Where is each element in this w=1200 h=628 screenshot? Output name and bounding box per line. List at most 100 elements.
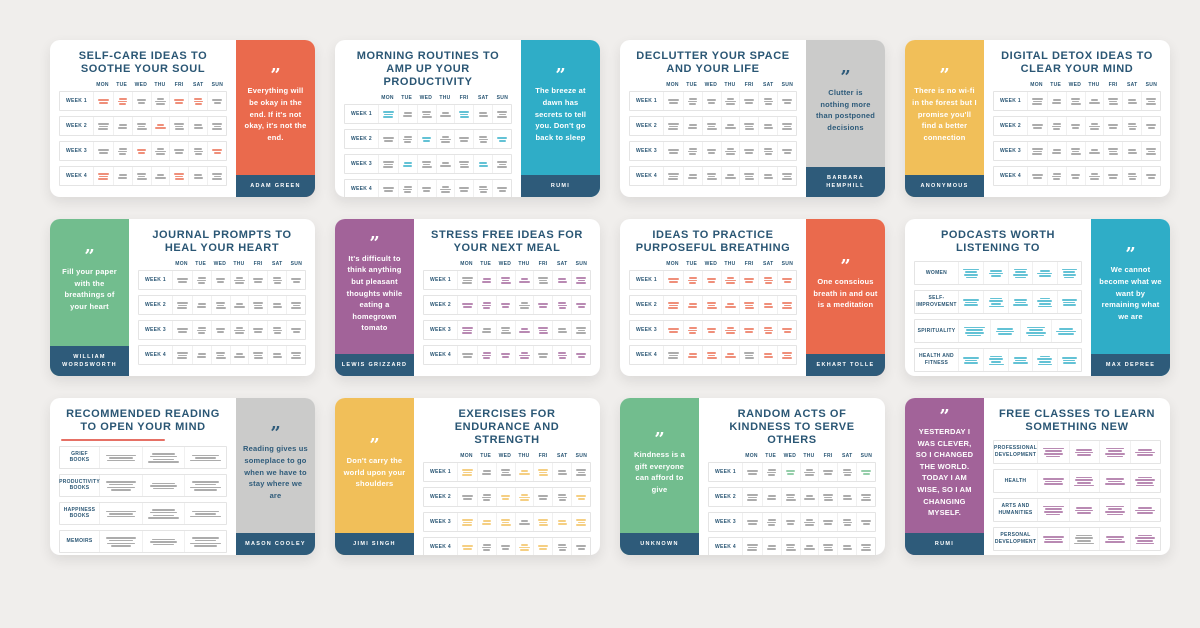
table-cell xyxy=(100,475,142,496)
text-line xyxy=(157,98,164,100)
template-card-11[interactable]: ” Kindness is a gift everyone can afford … xyxy=(620,398,885,555)
text-line xyxy=(460,190,469,192)
text-line xyxy=(539,548,548,550)
table-cell xyxy=(983,261,1007,284)
quote-sidebar: ” Don't carry the world upon your shoulde… xyxy=(335,398,414,555)
row-label: WEEK 1 xyxy=(709,462,743,481)
text-line xyxy=(748,523,757,525)
text-line xyxy=(688,98,697,100)
text-line xyxy=(482,473,492,475)
text-line xyxy=(501,519,511,521)
calendar-area: RECOMMENDED READING TO OPEN YOUR MIND GRI… xyxy=(50,398,236,555)
table-cell xyxy=(476,537,496,555)
table-cell xyxy=(112,116,132,135)
text-line xyxy=(538,519,549,521)
text-line xyxy=(667,123,679,125)
text-line xyxy=(502,498,510,500)
template-card-3[interactable]: DECLUTTER YOUR SPACE AND YOUR LIFE MON TUE… xyxy=(620,40,885,197)
calendar-table: MON TUE WED THU FRI SAT SUN WEEK 1 WEEK 2 WEEK 3 W… xyxy=(423,261,591,365)
table-cell xyxy=(758,345,777,364)
text-line xyxy=(1091,123,1098,125)
text-line xyxy=(1031,174,1043,176)
template-card-1[interactable]: SELF-CARE IDEAS TO SOOTHE YOUR SOUL MON TU… xyxy=(50,40,315,197)
text-line xyxy=(382,187,394,189)
template-card-2[interactable]: MORNING ROUTINES TO AMP UP YOUR PRODUCTI… xyxy=(335,40,600,197)
text-line xyxy=(539,306,548,308)
text-line xyxy=(482,304,492,307)
table-cell xyxy=(758,270,777,289)
day-header: WED xyxy=(704,81,718,88)
text-line xyxy=(1044,538,1062,541)
table-cell xyxy=(173,271,192,289)
text-line xyxy=(462,474,473,476)
text-line xyxy=(1106,513,1123,516)
table-cell xyxy=(720,270,740,289)
text-line xyxy=(149,511,178,514)
text-line xyxy=(764,124,773,126)
template-card-12[interactable]: ” YESTERDAY I WAS CLEVER, SO I CHANGED TH… xyxy=(905,398,1170,555)
text-line xyxy=(459,111,470,113)
table-row: PROFESSIONAL DEVELOPMENT xyxy=(993,439,1161,464)
text-line xyxy=(155,150,166,153)
text-line xyxy=(767,498,777,500)
text-line xyxy=(236,327,243,329)
table-cell xyxy=(1065,91,1085,110)
text-line xyxy=(1032,103,1043,105)
table-cell xyxy=(435,104,455,123)
text-line xyxy=(520,357,529,359)
author-bar: BARBARA HEMPHILL xyxy=(806,166,885,197)
template-card-6[interactable]: ” It's difficult to think anything but pl… xyxy=(335,219,600,376)
text-line xyxy=(783,152,791,154)
template-card-5[interactable]: ” Fill your paper with the breathings of … xyxy=(50,219,315,376)
table-row: SPIRITUALITY xyxy=(914,318,1082,343)
text-line xyxy=(502,521,510,524)
table-cell xyxy=(169,141,188,160)
text-line xyxy=(212,149,222,151)
card-title: IDEAS TO PRACTICE PURPOSEFUL BREATHING xyxy=(635,229,791,254)
text-line xyxy=(479,186,488,188)
template-card-9[interactable]: RECOMMENDED READING TO OPEN YOUR MIND GRI… xyxy=(50,398,315,555)
table-row: WEEK 1 xyxy=(708,461,876,482)
calendar-area: DIGITAL DETOX IDEAS TO CLEAR YOUR MIND MO… xyxy=(984,40,1170,197)
text-line xyxy=(521,302,528,304)
table-cell xyxy=(379,130,398,148)
table-cell xyxy=(229,345,249,364)
text-line xyxy=(483,549,491,551)
table-row: WEEK 2 xyxy=(59,115,227,136)
template-card-4[interactable]: ” There is no wi-fi in the forest but I p… xyxy=(905,40,1170,197)
day-header: SUN xyxy=(575,452,588,459)
text-line xyxy=(175,175,184,178)
text-line xyxy=(423,140,431,142)
text-line xyxy=(708,125,716,128)
template-card-8[interactable]: PODCASTS WORTH LISTENING TO WOMEN SELF-IMP… xyxy=(905,219,1170,376)
text-line xyxy=(194,174,203,176)
day-header: FRI xyxy=(1108,81,1118,88)
quote-area: ” It's difficult to think anything but pl… xyxy=(335,219,414,354)
quote-area: ” The breeze at dawn has secrets to tell … xyxy=(521,40,600,175)
table-cell xyxy=(473,104,492,123)
table-cell xyxy=(758,91,777,110)
table-cell xyxy=(552,270,571,289)
table-cell xyxy=(533,270,552,289)
table-cell xyxy=(1056,261,1081,284)
text-line xyxy=(442,136,449,138)
text-line xyxy=(963,299,980,301)
text-line xyxy=(212,173,222,175)
table-cell xyxy=(1084,116,1104,135)
text-line xyxy=(824,546,833,549)
text-line xyxy=(804,471,815,474)
text-line xyxy=(212,99,222,101)
table-cell xyxy=(514,270,534,289)
table-cell xyxy=(1084,166,1104,185)
template-card-10[interactable]: ” Don't carry the world upon your shoulde… xyxy=(335,398,600,555)
text-line xyxy=(191,454,220,457)
text-line xyxy=(291,302,301,304)
text-line xyxy=(575,524,587,526)
table-cell xyxy=(664,142,683,160)
text-line xyxy=(787,523,795,525)
text-line xyxy=(157,174,164,176)
text-line xyxy=(708,331,716,333)
text-line xyxy=(442,112,449,114)
template-card-7[interactable]: IDEAS TO PRACTICE PURPOSEFUL BREATHING MO… xyxy=(620,219,885,376)
text-line xyxy=(763,127,773,129)
